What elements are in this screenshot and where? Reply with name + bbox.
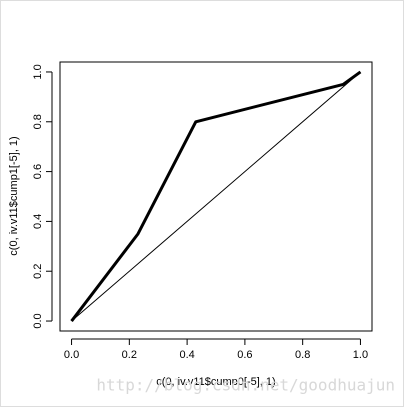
x-tick-label: 0.8 — [295, 349, 310, 361]
x-tick-label: 0.4 — [179, 349, 194, 361]
y-tick-label: 0.0 — [32, 313, 44, 328]
data-line — [71, 71, 361, 322]
x-axis-title: c(0, iv.v11$cump0[-5], 1) — [156, 376, 275, 388]
x-tick-label: 1.0 — [353, 349, 368, 361]
watermark: http://blog.csdn.net/goodhuajun — [96, 376, 395, 395]
data-line — [70, 70, 362, 322]
y-tick-label: 0.8 — [32, 114, 44, 129]
y-axis-title: c(0, iv.v11$cump1[-5], 1) — [8, 136, 20, 255]
x-tick-label: 0.6 — [237, 349, 252, 361]
y-tick-label: 0.2 — [32, 264, 44, 279]
y-tick-label: 1.0 — [32, 64, 44, 79]
x-tick-label: 0.0 — [64, 349, 79, 361]
y-tick-label: 0.4 — [32, 214, 44, 229]
plot-box — [59, 61, 373, 332]
x-tick-label: 0.2 — [122, 349, 137, 361]
y-tick-label: 0.6 — [32, 164, 44, 179]
